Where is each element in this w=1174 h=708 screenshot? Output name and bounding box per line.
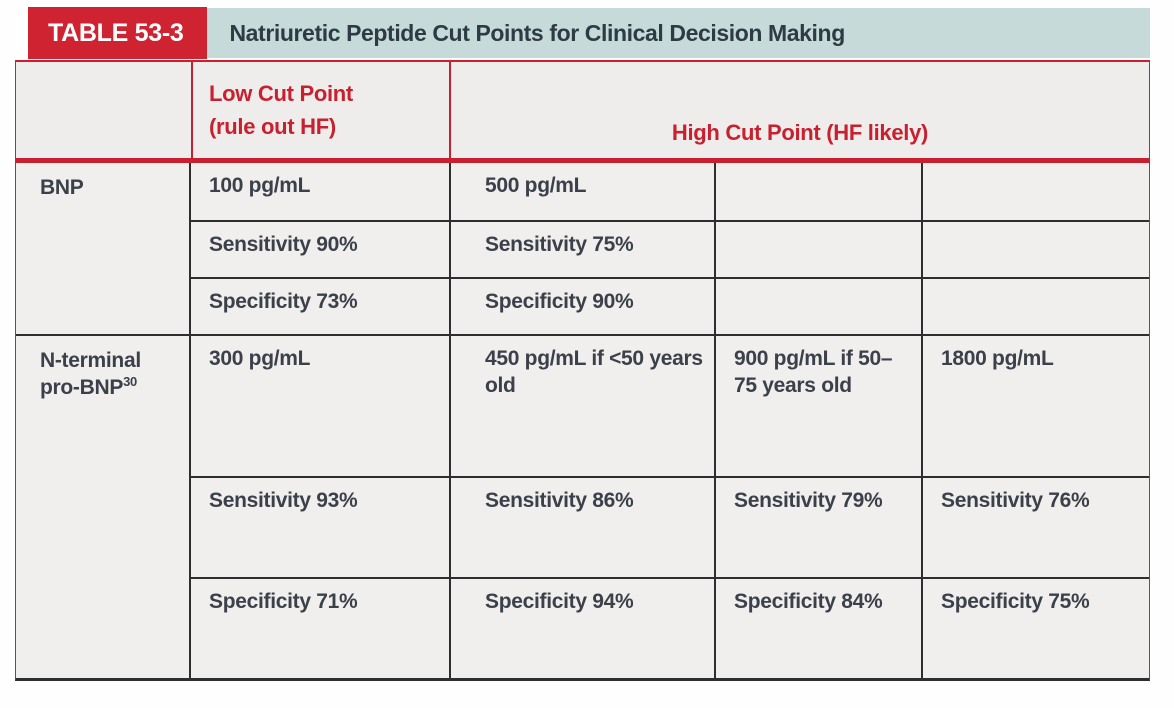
red-divider-rule	[15, 158, 1150, 163]
header-low-cut-point: Low Cut Point (rule out HF)	[191, 62, 451, 158]
table-cell: 100 pg/mL	[191, 163, 451, 220]
table-cell: Sensitivity 79%	[716, 476, 923, 577]
table-cell: 1800 pg/mL	[923, 334, 1149, 476]
table-title: Natriuretic Peptide Cut Points for Clini…	[229, 19, 845, 46]
table-titlebar: TABLE 53-3 Natriuretic Peptide Cut Point…	[28, 7, 1150, 59]
header-empty-cell	[16, 62, 191, 158]
nt-probnp-label: N-terminal pro-BNP	[40, 349, 141, 400]
table: Low Cut Point (rule out HF) High Cut Poi…	[15, 60, 1150, 681]
table-cell: Sensitivity 76%	[923, 476, 1149, 577]
nt-probnp-reference-superscript: 30	[123, 374, 137, 390]
table-cell: Sensitivity 86%	[451, 476, 716, 577]
table-cell-empty	[716, 163, 923, 220]
table-cell-empty	[923, 277, 1149, 334]
table-cell-empty	[923, 220, 1149, 277]
table-cell: Specificity 94%	[451, 577, 716, 678]
header-low-line2: (rule out HF)	[209, 114, 336, 139]
table-cell: Specificity 71%	[191, 577, 451, 678]
table-cell-empty	[923, 163, 1149, 220]
table-cell: Specificity 73%	[191, 277, 451, 334]
table-cell: 500 pg/mL	[451, 163, 716, 220]
table-cell-empty	[716, 277, 923, 334]
table-cell: Sensitivity 75%	[451, 220, 716, 277]
table-cell: Specificity 75%	[923, 577, 1149, 678]
header-high-cut-point: High Cut Point (HF likely)	[451, 62, 1149, 158]
header-high-label: High Cut Point (HF likely)	[671, 120, 929, 145]
table-cell: 300 pg/mL	[191, 334, 451, 476]
table-cell: 450 pg/mL if <50 years old	[451, 334, 716, 476]
table-cell: Specificity 84%	[716, 577, 923, 678]
row-header-nt-probnp: N-terminal pro-BNP30	[16, 334, 191, 678]
header-low-line1: Low Cut Point	[209, 81, 353, 106]
table-cell: Sensitivity 93%	[191, 476, 451, 577]
table-body: BNP 100 pg/mL 500 pg/mL Sensitivity 90% …	[15, 163, 1150, 681]
header-row: Low Cut Point (rule out HF) High Cut Poi…	[15, 60, 1150, 158]
row-header-bnp: BNP	[16, 163, 191, 334]
table-cell: Sensitivity 90%	[191, 220, 451, 277]
table-cell-empty	[716, 220, 923, 277]
table-number-badge: TABLE 53-3	[28, 7, 208, 59]
table-cell: Specificity 90%	[451, 277, 716, 334]
table-cell: 900 pg/mL if 50–75 years old	[716, 334, 923, 476]
